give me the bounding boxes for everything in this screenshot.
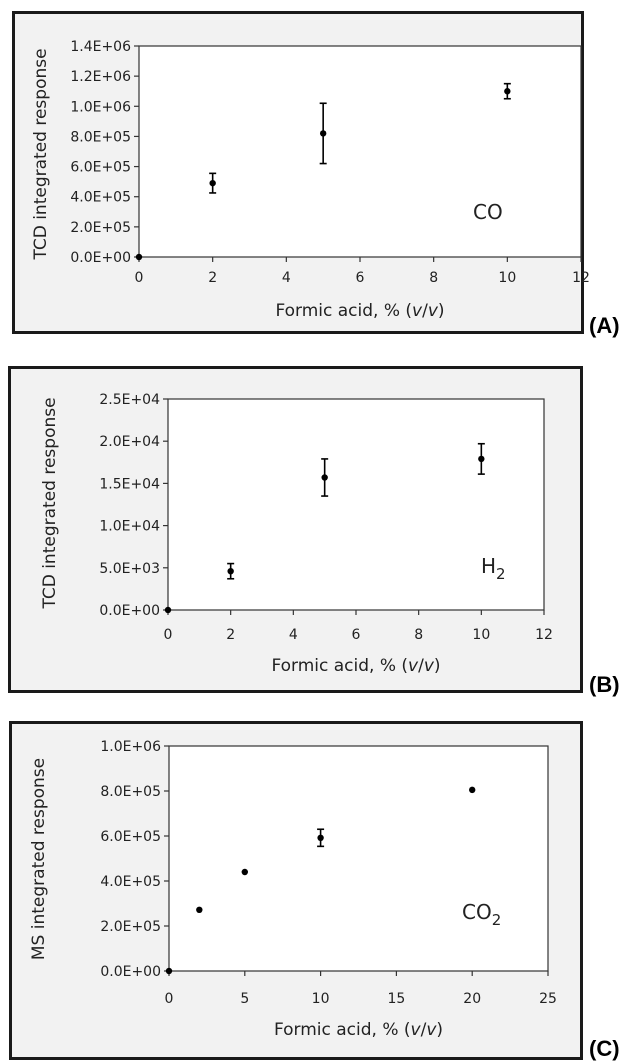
x-tick-label: 0 xyxy=(165,991,174,1007)
x-axis-title-part: v xyxy=(408,656,419,676)
x-tick-label: 10 xyxy=(312,991,330,1007)
plot-area xyxy=(168,745,549,972)
y-tick-label: 0.0E+00 xyxy=(70,250,131,266)
y-axis-title: MS integrated response xyxy=(29,758,49,960)
data-point xyxy=(321,474,328,481)
x-tick-label: 20 xyxy=(463,991,481,1007)
x-tick-label: 12 xyxy=(572,270,590,286)
y-tick-label: 6.0E+05 xyxy=(70,160,131,176)
y-tick-label: 1.0E+06 xyxy=(70,99,131,115)
x-axis-title-part: v xyxy=(428,301,439,321)
x-tick-label: 15 xyxy=(387,991,405,1007)
y-tick-label: 5.0E+03 xyxy=(99,561,160,577)
data-point xyxy=(504,88,511,95)
data-point xyxy=(241,868,248,876)
x-axis-title: Formic acid, % (v/v) xyxy=(271,656,440,676)
x-tick-label: 8 xyxy=(429,270,438,286)
x-tick-label: 10 xyxy=(498,270,516,286)
y-tick-label: 1.5E+04 xyxy=(99,476,160,492)
annotation-main: CO xyxy=(462,900,492,924)
chart-panel-c: 0.0E+00 2.0E+05 4.0E+05 6.0E+05 8.0E+05 1.0E+… xyxy=(9,721,583,1060)
x-tick-label: 25 xyxy=(539,991,557,1007)
data-point xyxy=(478,455,485,463)
x-axis-title-part: Formic acid, % ( xyxy=(271,656,408,676)
x-tick-label: 0 xyxy=(135,270,144,286)
chart-a: 0.0E+00 2.0E+05 4.0E+05 6.0E+05 8.0E+05 1.0E+… xyxy=(31,39,590,321)
x-axis-title-part: Formic acid, % ( xyxy=(275,301,412,321)
x-tick-label: 5 xyxy=(240,991,249,1007)
annotation-main: H xyxy=(481,554,496,578)
chart-b: 0.0E+00 5.0E+03 1.0E+04 1.5E+04 2.0E+04 2.5E+… xyxy=(40,392,553,676)
plot-area xyxy=(167,398,545,611)
y-tick-label: 4.0E+05 xyxy=(100,874,161,890)
panel-label-b: (B) xyxy=(589,672,620,697)
y-tick-label: 2.5E+04 xyxy=(99,392,160,408)
data-point xyxy=(196,906,203,913)
data-point xyxy=(469,786,476,794)
y-tick-label: 0.0E+00 xyxy=(99,603,160,619)
x-axis-title-part: v xyxy=(412,301,423,321)
x-tick-label: 4 xyxy=(282,270,291,286)
series-annotation: CO xyxy=(473,200,503,224)
x-axis-title-part: v xyxy=(424,656,435,676)
panel-label-c: (C) xyxy=(589,1036,620,1061)
y-tick-label: 1.0E+06 xyxy=(100,739,161,755)
x-tick-label: 12 xyxy=(535,627,553,643)
y-tick-label: 8.0E+05 xyxy=(70,129,131,145)
chart-c: 0.0E+00 2.0E+05 4.0E+05 6.0E+05 8.0E+05 1.0E+… xyxy=(29,739,557,1040)
series-annotation: H2 xyxy=(481,554,506,583)
x-axis-title-part: Formic acid, % ( xyxy=(274,1020,411,1040)
y-tick-label: 1.0E+04 xyxy=(99,519,160,535)
chart-panel-a: 0.0E+00 2.0E+05 4.0E+05 6.0E+05 8.0E+05 1.0E+… xyxy=(12,11,590,334)
x-axis-title: Formic acid, % (v/v) xyxy=(274,1020,443,1040)
y-tick-label: 2.0E+04 xyxy=(99,434,160,450)
y-axis-title: TCD integrated response xyxy=(40,397,60,609)
x-axis-title-part: / xyxy=(422,301,428,321)
y-tick-label: 1.4E+06 xyxy=(70,39,131,55)
data-point xyxy=(165,967,173,975)
data-point xyxy=(227,567,234,575)
x-tick-label: 6 xyxy=(352,627,361,643)
x-tick-label: 6 xyxy=(356,270,365,286)
x-tick-label: 10 xyxy=(472,627,490,643)
x-axis-title: Formic acid, % (v/v) xyxy=(275,301,444,321)
series-annotation: CO2 xyxy=(462,900,501,929)
annotation-main: CO xyxy=(473,200,503,224)
x-axis-title-part: v xyxy=(426,1020,437,1040)
plot-area xyxy=(138,45,582,258)
x-tick-label: 2 xyxy=(226,627,235,643)
x-axis-title-part: ) xyxy=(434,656,441,676)
data-point xyxy=(319,130,327,137)
data-point xyxy=(209,179,216,187)
x-axis-title-part: v xyxy=(411,1020,422,1040)
x-tick-label: 0 xyxy=(164,627,173,643)
data-point xyxy=(164,606,172,614)
x-tick-label: 4 xyxy=(289,627,298,643)
annotation-subscript: 2 xyxy=(492,911,502,929)
x-axis-title-part: ) xyxy=(438,301,445,321)
y-tick-label: 4.0E+05 xyxy=(70,190,131,206)
y-tick-label: 2.0E+05 xyxy=(70,220,131,236)
y-axis-title: TCD integrated response xyxy=(31,48,51,260)
data-point xyxy=(317,834,324,841)
y-tick-label: 8.0E+05 xyxy=(100,784,161,800)
x-tick-label: 2 xyxy=(208,270,217,286)
y-tick-label: 1.2E+06 xyxy=(70,69,131,85)
data-point xyxy=(135,253,143,261)
x-axis-title-part: ) xyxy=(436,1020,443,1040)
chart-panel-b: 0.0E+00 5.0E+03 1.0E+04 1.5E+04 2.0E+04 2.5E+… xyxy=(8,366,583,693)
y-tick-label: 6.0E+05 xyxy=(100,829,161,845)
panel-label-a: (A) xyxy=(589,313,620,338)
x-axis-title-part: / xyxy=(421,1020,427,1040)
annotation-subscript: 2 xyxy=(496,565,506,583)
x-axis-title-part: / xyxy=(418,656,424,676)
x-tick-label: 8 xyxy=(414,627,423,643)
y-tick-label: 0.0E+00 xyxy=(100,964,161,980)
y-tick-label: 2.0E+05 xyxy=(100,919,161,935)
